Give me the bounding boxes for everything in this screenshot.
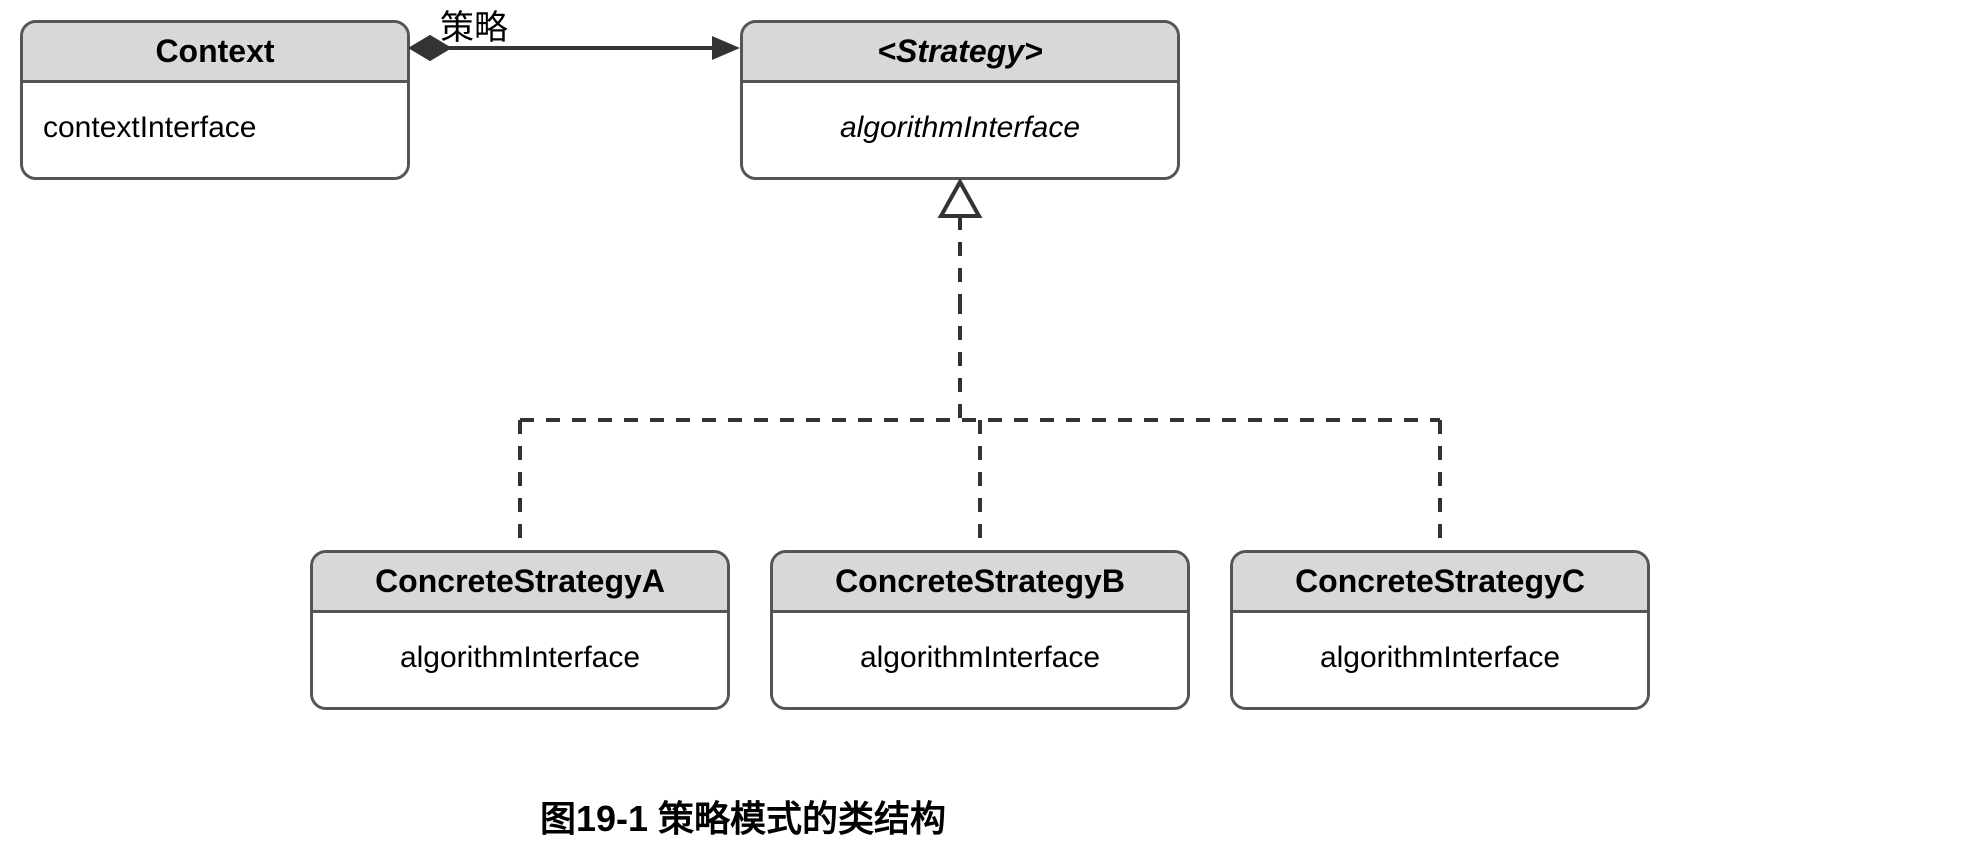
- uml-class-method: algorithmInterface: [743, 83, 1177, 173]
- uml-class-concrete-a: ConcreteStrategyA algorithmInterface: [310, 550, 730, 710]
- arrowhead-icon: [712, 36, 740, 60]
- uml-class-title: <Strategy>: [743, 23, 1177, 83]
- figure-caption: 图19-1 策略模式的类结构: [540, 790, 946, 842]
- uml-class-method: algorithmInterface: [1233, 613, 1647, 703]
- uml-class-title: ConcreteStrategyA: [313, 553, 727, 613]
- uml-class-title: ConcreteStrategyC: [1233, 553, 1647, 613]
- uml-class-title: Context: [23, 23, 407, 83]
- uml-class-concrete-b: ConcreteStrategyB algorithmInterface: [770, 550, 1190, 710]
- association-label: 策略: [440, 0, 508, 49]
- uml-class-method: algorithmInterface: [773, 613, 1187, 703]
- uml-class-method: algorithmInterface: [313, 613, 727, 703]
- uml-class-method: contextInterface: [23, 83, 407, 173]
- uml-class-concrete-c: ConcreteStrategyC algorithmInterface: [1230, 550, 1650, 710]
- uml-class-strategy: <Strategy> algorithmInterface: [740, 20, 1180, 180]
- uml-class-title: ConcreteStrategyB: [773, 553, 1187, 613]
- uml-class-context: Context contextInterface: [20, 20, 410, 180]
- inheritance-triangle-icon: [941, 182, 979, 216]
